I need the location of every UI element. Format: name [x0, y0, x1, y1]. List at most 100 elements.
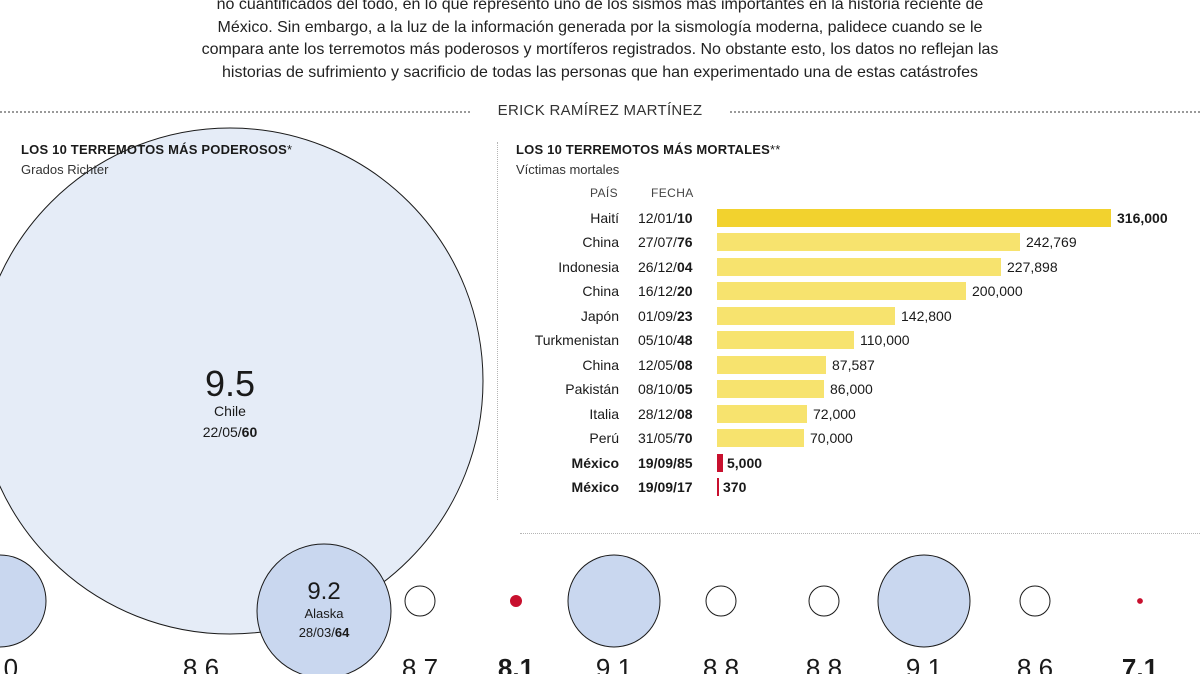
magnitude-bubble — [1019, 585, 1051, 617]
bar-value-label: 200,000 — [972, 283, 1023, 300]
magnitude-bubble — [404, 585, 436, 617]
bar-value-label: 242,769 — [1026, 234, 1077, 251]
bar-date-label: 31/05/70 — [638, 427, 693, 449]
bubble-date-year: 60 — [242, 424, 258, 440]
bar-date-label: 12/05/08 — [638, 354, 693, 376]
magnitude-tick-label: 8.6 — [183, 653, 219, 674]
intro-line: historias de sufrimiento y sacrificio de… — [222, 63, 978, 81]
intro-text: no cuantificados del todo, en lo que rep… — [150, 0, 1050, 84]
magnitude-tick-label: 8.6 — [1017, 653, 1053, 674]
bar-row: Japón 01/09/23 142,800 — [500, 305, 1200, 327]
bar-date-year: 04 — [676, 258, 693, 275]
deaths-chart-title-text: LOS 10 TERREMOTOS MÁS MORTALES — [516, 142, 770, 157]
bar-country-label: Pakistán — [565, 381, 619, 398]
bar — [717, 355, 826, 374]
magnitude-bubble-chile — [0, 127, 484, 635]
bar-date-label: 12/01/10 — [638, 207, 693, 229]
divider-left — [0, 111, 470, 113]
magnitude-tick-label: 9.0 — [0, 653, 18, 674]
bar-country-label: México — [571, 454, 619, 471]
bar-date-prefix: 31/05/ — [638, 430, 677, 447]
bar-value-label: 370 — [723, 478, 747, 495]
bubble-country-label: Alaska — [304, 606, 344, 621]
bar-country-label: Italia — [589, 405, 619, 422]
bar-date-prefix: 08/10/ — [638, 381, 677, 398]
bar-date-label: 05/10/48 — [638, 329, 693, 351]
bar-date-prefix: 19/09/ — [638, 478, 677, 495]
bar-country-label: Indonesia — [558, 258, 619, 275]
bar-value-label: 72,000 — [813, 405, 856, 422]
bar-row: China 27/07/76 242,769 — [500, 231, 1200, 253]
bar-value-label: 316,000 — [1117, 210, 1168, 226]
bar-date-label: 16/12/20 — [638, 280, 693, 302]
bubble-date-label: 22/05/60 — [203, 424, 258, 440]
bar-date-year: 17 — [676, 478, 693, 495]
bubble-date-year: 64 — [335, 625, 350, 640]
power-chart-title-mark: * — [287, 142, 293, 157]
magnitude-bubble-alaska — [256, 543, 392, 674]
bubble-country-label: Chile — [214, 403, 246, 419]
power-chart-title-text: LOS 10 TERREMOTOS MÁS PODEROSOS — [21, 142, 288, 157]
bar-date-year: 70 — [676, 430, 693, 447]
bar — [717, 233, 1020, 252]
bar-country-label: Turkmenistan — [534, 332, 619, 349]
magnitude-bubble — [567, 554, 661, 648]
bar-row: Pakistán 08/10/05 86,000 — [500, 378, 1200, 400]
magnitude-tick-label: 9.1 — [596, 653, 632, 674]
bar — [717, 306, 895, 325]
magnitude-tick-label: 8.1 — [498, 653, 534, 674]
bar — [717, 331, 854, 350]
date-column-header: FECHA — [651, 186, 694, 200]
bar-date-year: 08 — [676, 405, 693, 422]
deaths-chart-title-mark: ** — [769, 142, 781, 157]
bar-value-label: 110,000 — [860, 332, 910, 349]
intro-line: no cuantificados del todo, en lo que rep… — [216, 0, 984, 13]
bubble-date-label: 28/03/64 — [299, 625, 350, 640]
magnitude-bubble — [877, 554, 971, 648]
bar-date-label: 08/10/05 — [638, 378, 693, 400]
bar — [717, 477, 719, 496]
bar-date-year: 10 — [676, 210, 693, 226]
bubble-date-prefix: 28/03/ — [299, 625, 336, 640]
bar — [717, 282, 966, 301]
bar-value-label: 70,000 — [810, 430, 853, 447]
deaths-chart-title: LOS 10 TERREMOTOS MÁS MORTALES** — [516, 142, 781, 157]
bar-value-label: 227,898 — [1007, 258, 1058, 275]
bar-row: China 12/05/08 87,587 — [500, 354, 1200, 376]
bar-date-prefix: 12/05/ — [638, 356, 677, 373]
bar-date-prefix: 27/07/ — [638, 234, 677, 251]
bar-date-label: 27/07/76 — [638, 231, 693, 253]
divider-right — [730, 111, 1200, 113]
bar-row: Indonesia 26/12/04 227,898 — [500, 256, 1200, 278]
bar — [717, 209, 1111, 227]
bar — [717, 429, 804, 448]
bar-date-year: 85 — [676, 454, 693, 471]
bar-date-prefix: 26/12/ — [638, 258, 677, 275]
bar-date-prefix: 28/12/ — [638, 405, 677, 422]
country-column-header: PAÍS — [590, 186, 619, 200]
bar-date-label: 26/12/04 — [638, 256, 693, 278]
bar-date-label: 19/09/85 — [638, 452, 693, 474]
magnitude-tick-label: 8.8 — [703, 653, 739, 674]
power-chart-title: LOS 10 TERREMOTOS MÁS PODEROSOS* — [21, 142, 292, 157]
magnitude-tick-label: 7.1 — [1122, 653, 1158, 674]
bar — [717, 257, 1001, 276]
bar-row: Perú 31/05/70 70,000 — [500, 427, 1200, 449]
bar-country-label: China — [582, 283, 619, 300]
magnitude-value: 9.2 — [307, 578, 340, 605]
bar-value-label: 87,587 — [832, 356, 875, 373]
intro-line: México. Sin embargo, a la luz de la info… — [217, 18, 983, 36]
magnitude-bubble — [510, 595, 522, 607]
bar-country-label: Haití — [590, 210, 619, 226]
bar-date-label: 28/12/08 — [638, 403, 693, 425]
bar-date-year: 20 — [676, 283, 693, 300]
bar-country-label: Japón — [580, 307, 619, 324]
bar-country-label: China — [582, 234, 619, 251]
magnitude-bubble — [705, 585, 737, 617]
magnitude-tick-label: 8.8 — [806, 653, 842, 674]
magnitude-bubble — [1137, 598, 1143, 604]
bar-country-label: China — [582, 356, 619, 373]
byline: ERICK RAMÍREZ MARTÍNEZ — [497, 102, 703, 119]
bar-date-prefix: 12/01/ — [638, 210, 677, 226]
